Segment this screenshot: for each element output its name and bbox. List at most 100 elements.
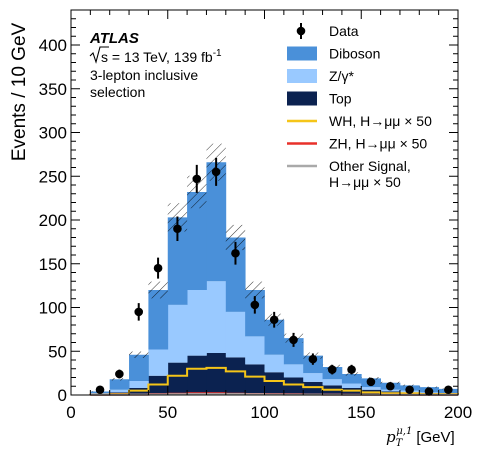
legend-entry-1-label: Diboson: [329, 46, 380, 62]
data-point-17: [424, 387, 434, 396]
bar-diboson-3: [148, 290, 169, 350]
uncertainty-band-2: [129, 351, 149, 358]
uncertainty-band-3: [148, 281, 168, 299]
data-point-13: [347, 365, 356, 374]
y-tick-label-350: 350: [39, 80, 67, 99]
data-points: [95, 157, 453, 396]
data-point-11: [308, 354, 318, 364]
stacked-bars: [90, 162, 459, 395]
uncertainty-band-17: [419, 386, 439, 388]
y-tick-label-0: 0: [58, 386, 67, 405]
bar-z-2: [129, 381, 149, 388]
bar-z-9: [264, 354, 285, 373]
bar-top-10: [283, 377, 304, 395]
legend-entry-6-label-1: H→μμ × 50: [329, 174, 401, 190]
x-tick-label-50: 50: [158, 403, 177, 422]
energy-label: s = 13 TeV, 139 fb-1: [89, 46, 222, 65]
axes-frame: 0 50 100 150 200 0 50 100 150 200 250 300 350 400: [39, 9, 472, 422]
sqrt-symbol: [89, 46, 109, 64]
bar-z-5: [187, 290, 207, 356]
bar-diboson-13: [341, 374, 362, 384]
y-tick-label-400: 400: [39, 36, 67, 55]
bar-diboson-1: [109, 379, 130, 390]
y-tick-label-150: 150: [39, 255, 67, 274]
bar-z-11: [303, 373, 323, 382]
x-axis-label-p: p: [386, 428, 396, 446]
bar-top-4: [167, 362, 188, 395]
bar-z-7: [225, 311, 246, 358]
data-point-16: [405, 385, 414, 395]
bar-z-1: [109, 389, 130, 393]
y-tick-label-50: 50: [48, 342, 67, 361]
bar-top-9: [264, 372, 285, 395]
x-tick-label-200: 200: [444, 403, 472, 422]
bar-z-15: [380, 389, 401, 392]
bar-diboson-5: [187, 192, 207, 290]
bar-top-8: [245, 364, 265, 395]
y-tick-label-300: 300: [39, 124, 67, 143]
data-point-18: [444, 385, 453, 395]
bar-z-13: [341, 383, 362, 388]
uncertainty-band-7: [225, 224, 246, 251]
data-point-0: [95, 385, 105, 395]
bar-top-5: [187, 355, 207, 395]
bar-z-14: [361, 387, 381, 390]
bar-z-3: [148, 349, 169, 376]
bar-diboson-6: [206, 162, 227, 282]
data-point-1: [115, 369, 124, 379]
data-point-6: [211, 167, 221, 177]
y-tick-label-250: 250: [39, 167, 67, 186]
x-axis-label-unit: [GeV]: [416, 429, 454, 446]
data-point-4: [173, 224, 182, 234]
energy-text: s = 13 TeV, 139 fb: [101, 49, 213, 65]
y-tick-label-200: 200: [39, 211, 67, 230]
legend-entry-4-label: WH, H→μμ × 50: [329, 113, 432, 129]
energy-exponent: -1: [213, 48, 222, 59]
data-point-5: [192, 174, 202, 184]
bar-diboson-10: [283, 338, 304, 365]
x-axis-label: pTμ,1 [GeV]: [386, 426, 455, 449]
bar-z-4: [167, 304, 188, 363]
legend-entry-2-label: Z/γ*: [329, 68, 354, 84]
data-point-3: [153, 263, 163, 273]
legend: Data Diboson Z/γ* Top WH, H→μμ × 50 ZH, H→μμ …: [287, 23, 432, 190]
legend-entry-3-swatch: [287, 91, 317, 106]
bar-diboson-9: [264, 319, 285, 355]
legend-entry-2-swatch: [287, 69, 317, 83]
svg-text:s = 13 TeV, 139 fb-1: s = 13 TeV, 139 fb-1: [101, 48, 222, 65]
y-tick-label-100: 100: [39, 299, 67, 318]
x-axis-label-sup: μ,1: [396, 426, 412, 437]
bar-top-7: [225, 357, 246, 395]
legend-entry-0-marker: [296, 26, 306, 36]
bar-diboson-4: [167, 217, 188, 305]
legend-entry-5-label: ZH, H→μμ × 50: [329, 136, 427, 152]
uncertainty-band-8: [245, 281, 265, 299]
selection-line-2: selection: [90, 84, 145, 100]
data-point-15: [385, 381, 395, 391]
data-point-7: [231, 248, 240, 258]
atlas-label: ATLAS: [89, 30, 139, 47]
legend-entry-3-label: Top: [329, 91, 352, 107]
bar-diboson-2: [129, 354, 149, 381]
y-axis-label: Events / 10 GeV: [9, 22, 30, 161]
bar-z-8: [245, 336, 265, 365]
selection-line-1: 3-lepton inclusive: [90, 67, 198, 83]
data-point-8: [250, 300, 260, 310]
data-point-2: [134, 307, 144, 317]
legend-entry-6-label: Other Signal,: [329, 158, 411, 174]
uncertainty-band-1: [109, 377, 130, 381]
data-point-14: [366, 377, 376, 387]
x-tick-label-100: 100: [250, 403, 278, 422]
bar-z-6: [206, 281, 227, 353]
bar-diboson-7: [225, 237, 246, 312]
legend-entry-1-swatch: [287, 46, 317, 61]
bar-z-12: [322, 379, 343, 386]
x-tick-label-0: 0: [66, 403, 75, 422]
bar-top-6: [206, 353, 227, 395]
data-point-12: [327, 365, 337, 374]
data-point-10: [289, 335, 298, 345]
x-tick-label-150: 150: [347, 403, 375, 422]
legend-entry-0-label: Data: [329, 23, 359, 39]
uncertainty-band-16: [399, 384, 420, 387]
